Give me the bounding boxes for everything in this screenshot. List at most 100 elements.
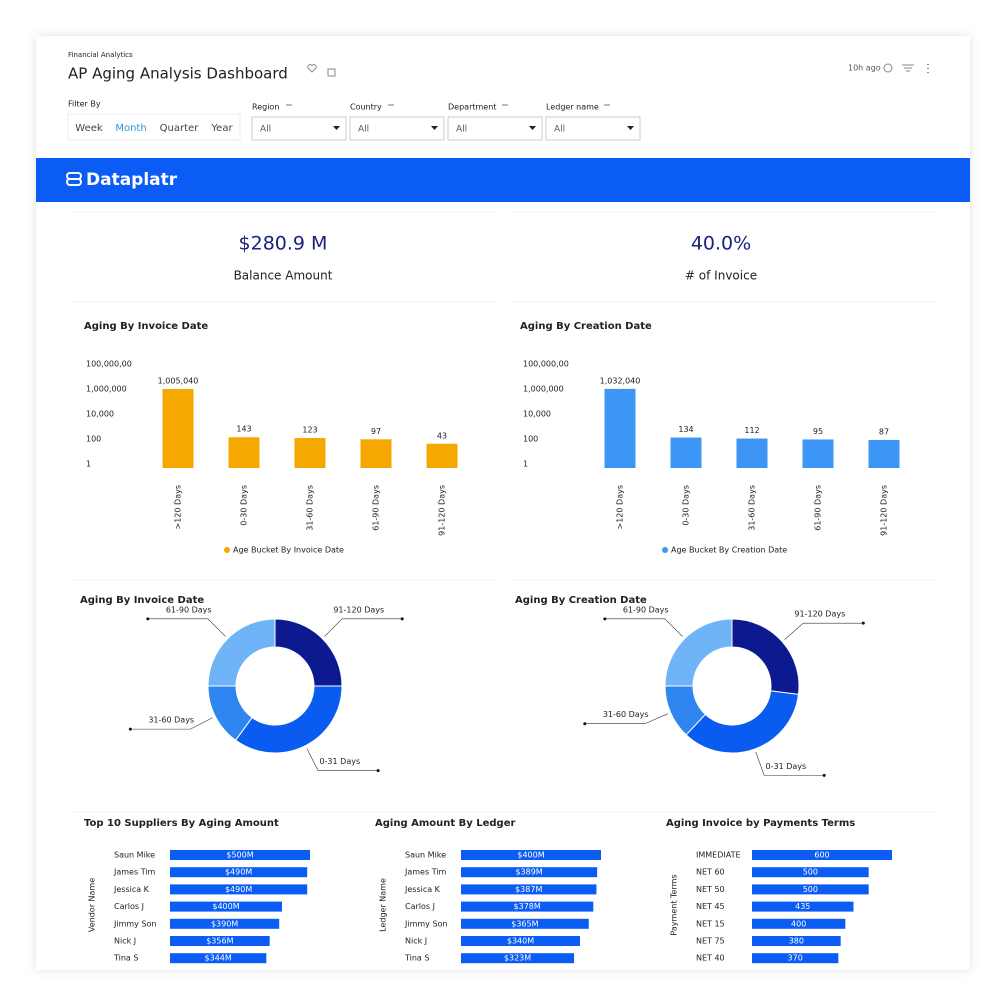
dropdown[interactable]: [251, 116, 347, 141]
bar[interactable]: [752, 918, 846, 929]
slice-label: 0-31 Days: [766, 762, 807, 771]
brand-bar: [36, 158, 970, 202]
chart-title: Aging By Creation Date: [520, 321, 652, 332]
bar[interactable]: [752, 850, 892, 860]
leader-line: [755, 751, 825, 776]
data-label: 435: [795, 902, 810, 911]
donut-slice[interactable]: [234, 685, 343, 754]
chart-title: Top 10 Suppliers By Aging Amount: [84, 818, 279, 829]
bar[interactable]: [170, 936, 270, 946]
bar[interactable]: [868, 439, 900, 468]
bar[interactable]: [752, 953, 839, 964]
dropdown-arrow: [431, 126, 438, 130]
bar[interactable]: [461, 901, 594, 912]
category-label: Nick J: [405, 937, 427, 946]
kpi-value: 40.0%: [691, 233, 751, 255]
kpi-label: # of Invoice: [685, 269, 757, 283]
bar[interactable]: [802, 439, 834, 468]
data-label: 1,005,040: [158, 377, 199, 386]
slice-label: 61-90 Days: [166, 605, 212, 614]
bar[interactable]: [461, 936, 580, 946]
data-label: 123: [302, 426, 317, 435]
bar[interactable]: [604, 388, 636, 468]
y-tick-label: 10,000: [523, 410, 551, 419]
bar[interactable]: [170, 850, 310, 860]
dropdown-value: All: [456, 125, 467, 135]
filter-label: Filter By: [68, 100, 101, 109]
x-tick-label: 0-30 Days: [240, 485, 249, 526]
bar[interactable]: [360, 439, 392, 468]
category-label: NET 15: [696, 919, 725, 928]
donut-slice[interactable]: [685, 690, 800, 754]
data-label: 500: [803, 868, 818, 877]
y-tick-label: 1: [86, 460, 91, 469]
leader-dot: [583, 722, 587, 726]
data-label: 1,032,040: [600, 376, 641, 385]
bar[interactable]: [752, 936, 841, 946]
y-tick-label: 1,000,000: [523, 385, 564, 394]
bar[interactable]: [170, 901, 282, 912]
bar[interactable]: [228, 437, 260, 468]
dropdown[interactable]: [349, 116, 445, 141]
copy-icon[interactable]: [327, 68, 336, 77]
legend-label: Age Bucket By Creation Date: [671, 546, 787, 555]
kpi-value: $280.9 M: [239, 233, 328, 255]
y-tick-label: 100,000,00: [86, 360, 132, 369]
category-label: NET 50: [696, 885, 725, 894]
chart-title: Aging By Invoice Date: [84, 321, 208, 332]
bar[interactable]: [461, 850, 601, 860]
bar[interactable]: [736, 438, 768, 468]
brand-logo: [66, 172, 82, 186]
bar[interactable]: [461, 884, 597, 895]
bar[interactable]: [461, 918, 589, 929]
x-tick-label: 61-90 Days: [814, 485, 823, 531]
donut-slice[interactable]: [664, 618, 733, 687]
dropdown[interactable]: [447, 116, 543, 141]
x-tick-label: 31-60 Days: [306, 485, 315, 531]
dropdown-label: Region: [252, 103, 279, 112]
donut-slice[interactable]: [207, 618, 276, 687]
bar[interactable]: [461, 867, 598, 878]
bar[interactable]: [461, 953, 575, 964]
bar[interactable]: [670, 437, 702, 468]
bar[interactable]: [752, 901, 854, 912]
leader-line: [324, 618, 403, 637]
period-group: [67, 113, 241, 141]
x-tick-label: 91-120 Days: [438, 485, 447, 536]
bar[interactable]: [170, 953, 267, 964]
category-label: James Tim: [113, 868, 156, 877]
period-option[interactable]: Year: [210, 123, 233, 134]
data-label: $365M: [511, 919, 538, 928]
bar[interactable]: [170, 918, 280, 929]
chart-title: Aging Invoice by Payments Terms: [666, 818, 855, 829]
dropdown[interactable]: [545, 116, 641, 141]
bar[interactable]: [170, 867, 308, 878]
category-label: Saun Mike: [114, 851, 155, 860]
dropdown-value: All: [554, 125, 565, 135]
data-label: $390M: [211, 919, 238, 928]
leader-dot: [128, 727, 132, 731]
refresh-icon[interactable]: [883, 63, 893, 73]
bar[interactable]: [170, 884, 308, 895]
favorite-icon[interactable]: [307, 64, 317, 73]
period-option[interactable]: Quarter: [160, 123, 200, 134]
leader-dot: [400, 617, 404, 621]
updated: 10h ago: [848, 64, 881, 73]
x-tick-label: >120 Days: [174, 485, 183, 529]
leader-line: [604, 618, 683, 637]
bar[interactable]: [426, 443, 458, 468]
period-option[interactable]: Month: [115, 123, 146, 134]
data-label: 43: [437, 431, 447, 440]
period-option[interactable]: Week: [75, 123, 103, 134]
y-axis-label: Payment Terms: [670, 874, 679, 935]
bar[interactable]: [752, 884, 869, 895]
filter-icon[interactable]: [902, 64, 914, 72]
category-label: Carlos J: [114, 902, 144, 911]
dropdown-value: All: [260, 125, 271, 135]
bar[interactable]: [752, 867, 869, 878]
category-label: NET 60: [696, 868, 725, 877]
bar[interactable]: [162, 389, 194, 468]
bar[interactable]: [294, 438, 326, 468]
data-label: $490M: [225, 868, 252, 877]
